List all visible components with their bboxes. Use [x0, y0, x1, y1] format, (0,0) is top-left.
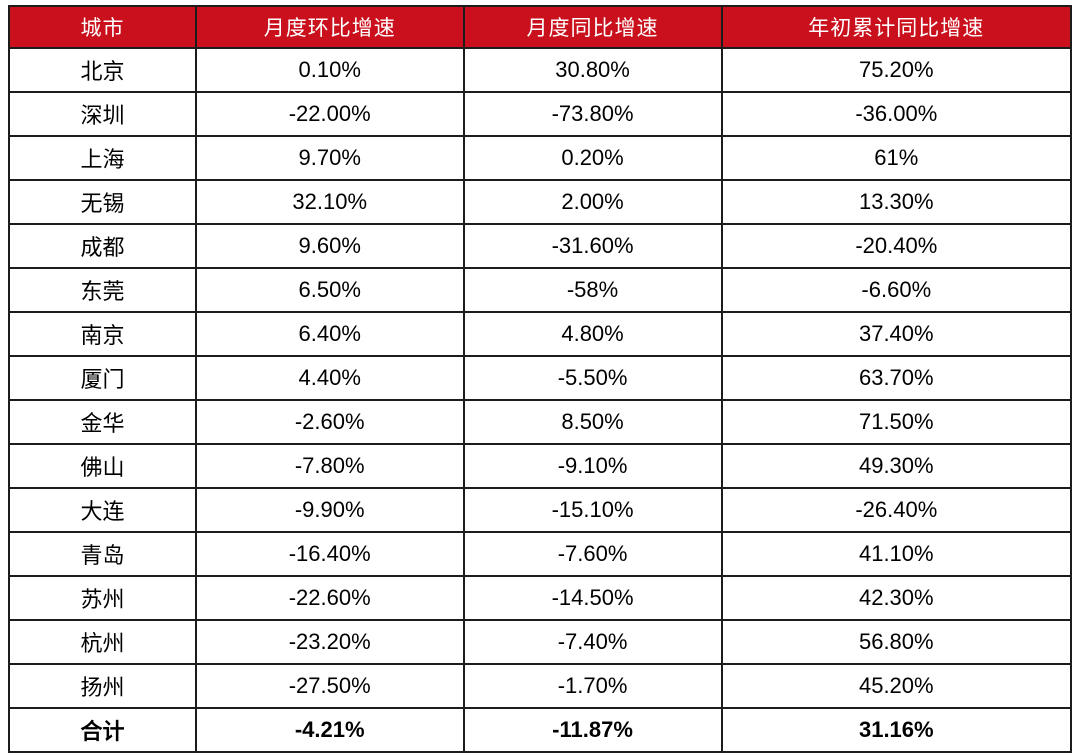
- city-cell: 厦门: [8, 355, 197, 401]
- city-cell: 上海: [8, 135, 197, 181]
- city-cell: 杭州: [8, 619, 197, 665]
- value-cell-ytd: 56.80%: [720, 619, 1073, 665]
- value-cell-mom: -22.00%: [194, 91, 465, 137]
- table-row: 成都 9.60% -31.60% -20.40%: [8, 223, 1073, 269]
- column-header-3: 年初累计同比增速: [720, 5, 1073, 49]
- table-row: 青岛 -16.40% -7.60% 41.10%: [8, 531, 1073, 577]
- value-cell-yoy: -14.50%: [462, 575, 723, 621]
- value-cell-ytd: 31.16%: [720, 707, 1073, 753]
- table-row: 无锡 32.10% 2.00% 13.30%: [8, 179, 1073, 225]
- table-row: 厦门 4.40% -5.50% 63.70%: [8, 355, 1073, 401]
- table-row: 东莞 6.50% -58% -6.60%: [8, 267, 1073, 313]
- value-cell-ytd: -20.40%: [720, 223, 1073, 269]
- value-cell-ytd: 13.30%: [720, 179, 1073, 225]
- value-cell-mom: -9.90%: [194, 487, 465, 533]
- city-cell: 苏州: [8, 575, 197, 621]
- city-cell: 青岛: [8, 531, 197, 577]
- value-cell-mom: 9.70%: [194, 135, 465, 181]
- value-cell-mom: -16.40%: [194, 531, 465, 577]
- value-cell-yoy: -58%: [462, 267, 723, 313]
- value-cell-mom: 4.40%: [194, 355, 465, 401]
- value-cell-ytd: -6.60%: [720, 267, 1073, 313]
- city-cell: 北京: [8, 47, 197, 93]
- value-cell-mom: 32.10%: [194, 179, 465, 225]
- value-cell-yoy: 30.80%: [462, 47, 723, 93]
- table-header: 城市 月度环比增速 月度同比增速 年初累计同比增速: [8, 5, 1073, 49]
- city-growth-table: 城市 月度环比增速 月度同比增速 年初累计同比增速 北京 0.10% 30.80% 75.2…: [8, 5, 1073, 753]
- table-body: 北京 0.10% 30.80% 75.20% 深圳 -22.00% -73.80% -36.0…: [8, 47, 1073, 753]
- value-cell-ytd: 75.20%: [720, 47, 1073, 93]
- value-cell-mom: -2.60%: [194, 399, 465, 445]
- value-cell-ytd: 42.30%: [720, 575, 1073, 621]
- value-cell-mom: 6.50%: [194, 267, 465, 313]
- value-cell-mom: 9.60%: [194, 223, 465, 269]
- table-row: 苏州 -22.60% -14.50% 42.30%: [8, 575, 1073, 621]
- value-cell-yoy: -5.50%: [462, 355, 723, 401]
- city-cell: 南京: [8, 311, 197, 357]
- value-cell-yoy: -1.70%: [462, 663, 723, 709]
- column-header-1: 月度环比增速: [194, 5, 465, 49]
- table-row: 北京 0.10% 30.80% 75.20%: [8, 47, 1073, 93]
- table-row: 大连 -9.90% -15.10% -26.40%: [8, 487, 1073, 533]
- value-cell-yoy: 2.00%: [462, 179, 723, 225]
- table-row: 佛山 -7.80% -9.10% 49.30%: [8, 443, 1073, 489]
- value-cell-mom: -23.20%: [194, 619, 465, 665]
- value-cell-ytd: 37.40%: [720, 311, 1073, 357]
- table-row: 南京 6.40% 4.80% 37.40%: [8, 311, 1073, 357]
- value-cell-yoy: -73.80%: [462, 91, 723, 137]
- value-cell-yoy: 4.80%: [462, 311, 723, 357]
- city-cell: 无锡: [8, 179, 197, 225]
- table-row: 杭州 -23.20% -7.40% 56.80%: [8, 619, 1073, 665]
- value-cell-mom: 0.10%: [194, 47, 465, 93]
- city-cell: 成都: [8, 223, 197, 269]
- value-cell-mom: -22.60%: [194, 575, 465, 621]
- value-cell-yoy: 8.50%: [462, 399, 723, 445]
- table-row: 上海 9.70% 0.20% 61%: [8, 135, 1073, 181]
- value-cell-yoy: -15.10%: [462, 487, 723, 533]
- city-cell: 合计: [8, 707, 197, 753]
- table-row: 深圳 -22.00% -73.80% -36.00%: [8, 91, 1073, 137]
- value-cell-yoy: -31.60%: [462, 223, 723, 269]
- value-cell-yoy: -11.87%: [462, 707, 723, 753]
- value-cell-mom: -27.50%: [194, 663, 465, 709]
- column-header-0: 城市: [8, 5, 197, 49]
- value-cell-ytd: 45.20%: [720, 663, 1073, 709]
- table-row: 金华 -2.60% 8.50% 71.50%: [8, 399, 1073, 445]
- column-header-2: 月度同比增速: [462, 5, 723, 49]
- total-row: 合计 -4.21% -11.87% 31.16%: [8, 707, 1073, 753]
- table-row: 扬州 -27.50% -1.70% 45.20%: [8, 663, 1073, 709]
- city-cell: 扬州: [8, 663, 197, 709]
- value-cell-mom: -4.21%: [194, 707, 465, 753]
- value-cell-yoy: -7.60%: [462, 531, 723, 577]
- value-cell-ytd: 41.10%: [720, 531, 1073, 577]
- city-cell: 佛山: [8, 443, 197, 489]
- city-cell: 东莞: [8, 267, 197, 313]
- value-cell-ytd: 49.30%: [720, 443, 1073, 489]
- value-cell-ytd: 63.70%: [720, 355, 1073, 401]
- city-cell: 深圳: [8, 91, 197, 137]
- value-cell-mom: 6.40%: [194, 311, 465, 357]
- value-cell-yoy: 0.20%: [462, 135, 723, 181]
- value-cell-yoy: -9.10%: [462, 443, 723, 489]
- page: 城市 月度环比增速 月度同比增速 年初累计同比增速 北京 0.10% 30.80% 75.2…: [8, 5, 1073, 753]
- value-cell-mom: -7.80%: [194, 443, 465, 489]
- value-cell-ytd: -26.40%: [720, 487, 1073, 533]
- value-cell-yoy: -7.40%: [462, 619, 723, 665]
- city-cell: 大连: [8, 487, 197, 533]
- value-cell-ytd: 61%: [720, 135, 1073, 181]
- value-cell-ytd: -36.00%: [720, 91, 1073, 137]
- value-cell-ytd: 71.50%: [720, 399, 1073, 445]
- city-cell: 金华: [8, 399, 197, 445]
- header-row: 城市 月度环比增速 月度同比增速 年初累计同比增速: [8, 5, 1073, 49]
